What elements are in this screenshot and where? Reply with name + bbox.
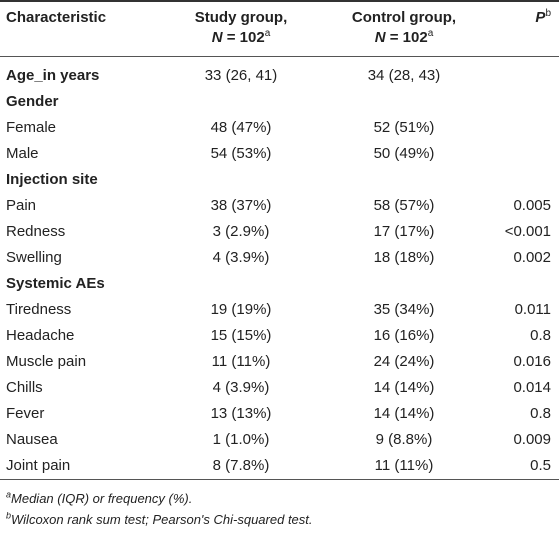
table-row: Redness 3 (2.9%) 17 (17%) <0.001 — [0, 219, 559, 245]
header-study-group-line1: Study group, — [194, 9, 288, 26]
header-control-group-sup: a — [427, 28, 434, 39]
p-value: <0.001 — [504, 223, 551, 240]
section-header-row: Systemic AEs — [0, 271, 559, 297]
study-value: 19 (19%) — [210, 301, 272, 318]
study-value: 13 (13%) — [210, 405, 272, 422]
header-study-group-n-label: N — [211, 29, 223, 46]
row-label: Pain — [6, 197, 37, 214]
row-label: Swelling — [6, 249, 62, 266]
table-row: Pain 38 (37%) 58 (57%) 0.005 — [0, 193, 559, 219]
p-value: 0.8 — [530, 327, 551, 344]
age-p — [486, 63, 559, 89]
footnote-a: aMedian (IQR) or frequency (%). — [6, 488, 553, 509]
p-value — [486, 115, 559, 141]
p-value: 0.011 — [514, 301, 551, 318]
study-value: 4 (3.9%) — [212, 379, 270, 396]
study-value: 11 (11%) — [211, 353, 271, 370]
row-label: Joint pain — [0, 453, 160, 480]
section-title: Injection site — [6, 171, 98, 188]
header-control-group: Control group, N = 102a — [322, 0, 486, 57]
section-title: Systemic AEs — [6, 275, 105, 292]
footnotes: aMedian (IQR) or frequency (%). bWilcoxo… — [0, 480, 559, 530]
table-container: Characteristic Study group, N = 102a Con… — [0, 0, 559, 530]
control-value: 14 (14%) — [373, 405, 435, 422]
row-label: Headache — [6, 327, 75, 344]
row-label: Muscle pain — [6, 353, 87, 370]
footnote-a-marker: a — [6, 489, 12, 500]
section-title: Gender — [6, 93, 59, 110]
age-control: 34 (28, 43) — [367, 67, 441, 84]
study-value: 54 (53%) — [210, 145, 272, 162]
control-value: 52 (51%) — [373, 119, 435, 136]
table-body: Age_in years 33 (26, 41) 34 (28, 43) Gen… — [0, 57, 559, 480]
footnote-b-marker: b — [6, 510, 12, 521]
table-row: Muscle pain 11 (11%) 24 (24%) 0.016 — [0, 349, 559, 375]
p-value: 0.014 — [513, 379, 551, 396]
row-label: Female — [6, 119, 57, 136]
study-value: 4 (3.9%) — [212, 249, 270, 266]
control-value: 18 (18%) — [373, 249, 435, 266]
header-control-group-line1: Control group, — [351, 9, 457, 26]
header-row: Characteristic Study group, N = 102a Con… — [0, 0, 559, 57]
p-value: 0.016 — [513, 353, 551, 370]
p-value: 0.5 — [486, 453, 559, 480]
p-value: 0.009 — [513, 431, 551, 448]
age-study: 33 (26, 41) — [204, 67, 278, 84]
footnote-b-text: Wilcoxon rank sum test; Pearson's Chi-sq… — [11, 512, 313, 527]
p-value — [486, 141, 559, 167]
control-value: 16 (16%) — [373, 327, 435, 344]
header-study-group-n-value: = 102 — [222, 29, 265, 46]
study-value: 1 (1.0%) — [212, 431, 270, 448]
row-label: Tiredness — [6, 301, 72, 318]
table-row: Chills 4 (3.9%) 14 (14%) 0.014 — [0, 375, 559, 401]
control-value: 17 (17%) — [373, 223, 435, 240]
section-header-row: Injection site — [0, 167, 559, 193]
control-value: 11 (11%) — [322, 453, 486, 480]
control-value: 58 (57%) — [373, 197, 435, 214]
table-header: Characteristic Study group, N = 102a Con… — [0, 0, 559, 57]
row-label: Male — [6, 145, 39, 162]
control-value: 50 (49%) — [373, 145, 435, 162]
p-value: 0.8 — [530, 405, 551, 422]
footnote-b: bWilcoxon rank sum test; Pearson's Chi-s… — [6, 509, 553, 530]
table-row: Fever 13 (13%) 14 (14%) 0.8 — [0, 401, 559, 427]
row-label: Nausea — [6, 431, 58, 448]
header-control-group-n-value: = 102 — [385, 29, 428, 46]
control-value: 35 (34%) — [373, 301, 435, 318]
table-row: Female 48 (47%) 52 (51%) — [0, 115, 559, 141]
table-row: Male 54 (53%) 50 (49%) — [0, 141, 559, 167]
study-value: 3 (2.9%) — [212, 223, 270, 240]
header-study-group-sup: a — [264, 28, 271, 39]
header-p-sup: b — [545, 8, 551, 19]
table-row: Headache 15 (15%) 16 (16%) 0.8 — [0, 323, 559, 349]
header-control-group-n-label: N — [374, 29, 386, 46]
header-p-label: P — [535, 9, 546, 26]
header-p-value: Pb — [486, 0, 559, 57]
header-study-group: Study group, N = 102a — [160, 0, 322, 57]
table-row-age: Age_in years 33 (26, 41) 34 (28, 43) — [0, 63, 559, 89]
control-value: 24 (24%) — [373, 353, 435, 370]
header-characteristic: Characteristic — [0, 0, 160, 57]
p-value: 0.005 — [513, 197, 551, 214]
study-value: 38 (37%) — [210, 197, 272, 214]
study-value: 15 (15%) — [210, 327, 272, 344]
table-row: Tiredness 19 (19%) 35 (34%) 0.011 — [0, 297, 559, 323]
study-value: 8 (7.8%) — [160, 453, 322, 480]
control-value: 9 (8.8%) — [375, 431, 433, 448]
row-label: Chills — [6, 379, 43, 396]
control-value: 14 (14%) — [373, 379, 435, 396]
row-label: Redness — [6, 223, 66, 240]
footnote-a-text: Median (IQR) or frequency (%). — [11, 491, 193, 506]
characteristics-table: Characteristic Study group, N = 102a Con… — [0, 0, 559, 480]
table-row: Swelling 4 (3.9%) 18 (18%) 0.002 — [0, 245, 559, 271]
table-row: Nausea 1 (1.0%) 9 (8.8%) 0.009 — [0, 427, 559, 453]
p-value: 0.002 — [513, 249, 551, 266]
age-label: Age_in years — [6, 67, 100, 84]
row-label: Fever — [6, 405, 45, 422]
section-header-row: Gender — [0, 89, 559, 115]
table-row: Joint pain 8 (7.8%) 11 (11%) 0.5 — [0, 453, 559, 480]
study-value: 48 (47%) — [210, 119, 272, 136]
